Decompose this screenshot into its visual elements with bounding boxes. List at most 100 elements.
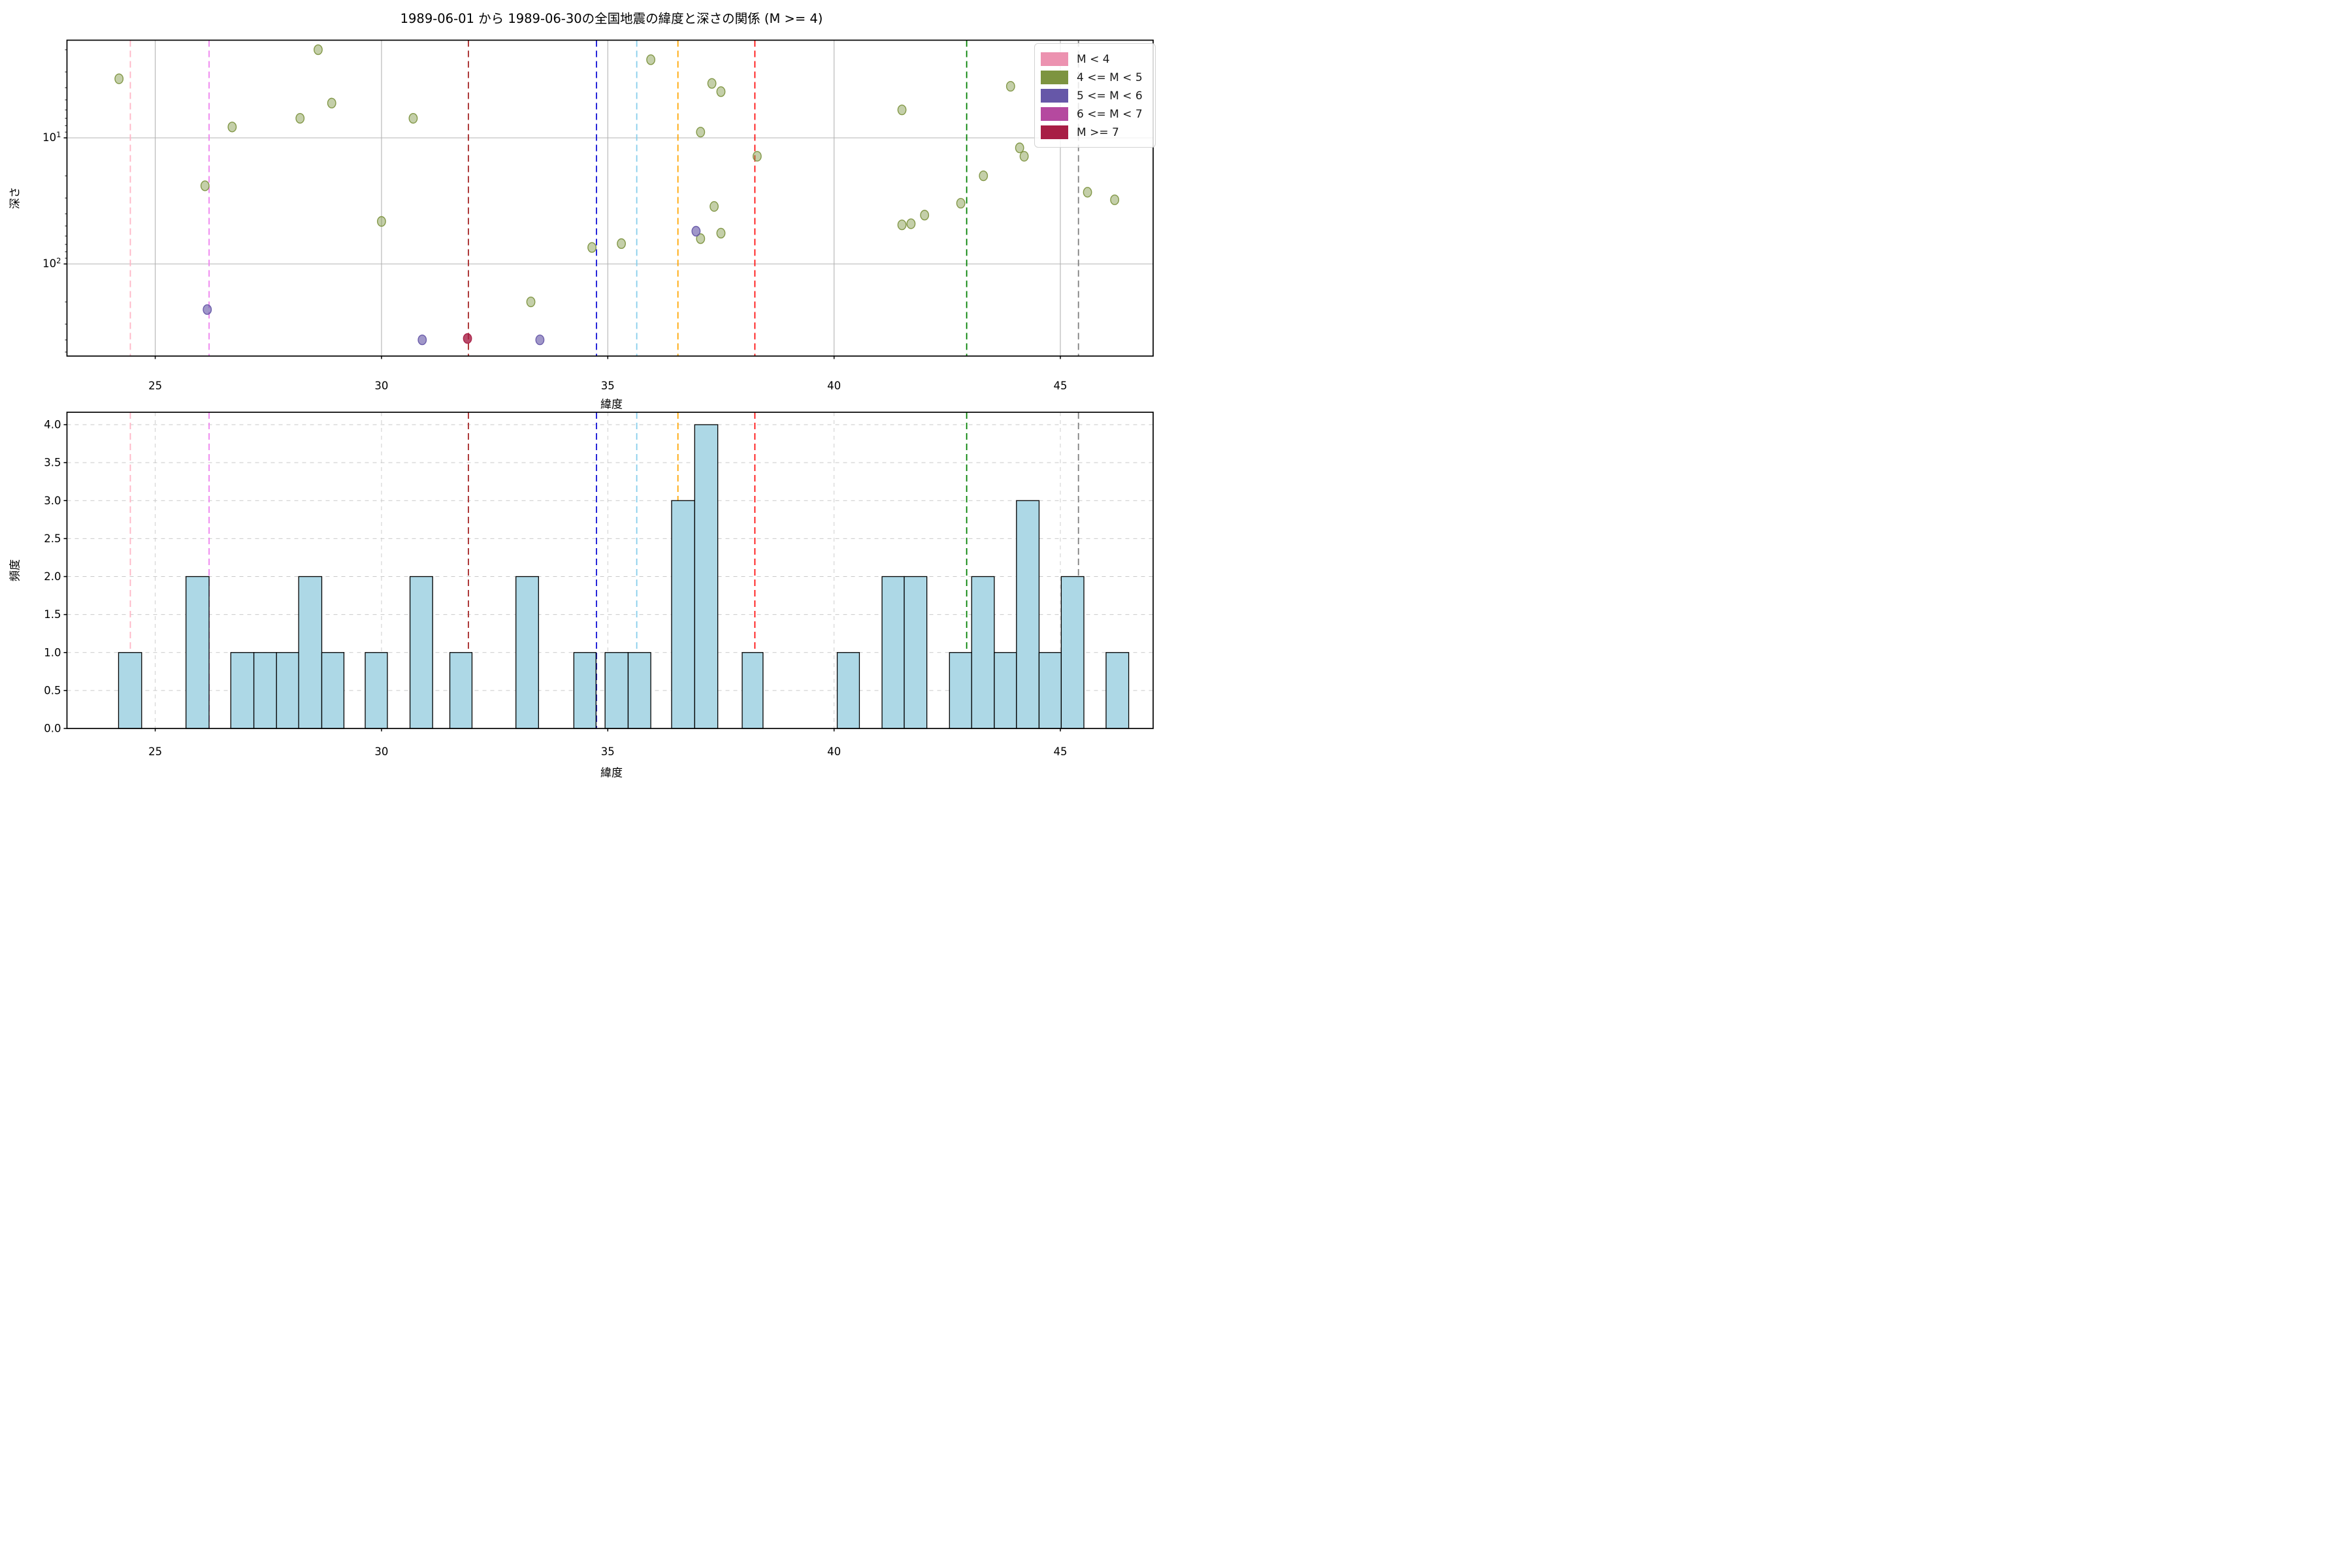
- hist-bar: [573, 652, 596, 729]
- tick-label: 45: [1053, 745, 1067, 758]
- legend-swatch-m-lt-4: [1041, 52, 1068, 66]
- tick-label: 30: [374, 380, 388, 392]
- scatter-point: [979, 170, 988, 182]
- legend-swatch-m-4-5: [1041, 71, 1068, 84]
- legend-label-m-6-7: 6 <= M < 7: [1077, 107, 1143, 121]
- chart-title: 1989-06-01 から 1989-06-30の全国地震の緯度と深さの関係 (…: [400, 11, 823, 26]
- scatter-point: [114, 73, 124, 84]
- legend: M < 4 4 <= M < 5 5 <= M < 6 6 <= M < 7 M…: [1034, 43, 1156, 148]
- hist-bar: [949, 652, 972, 729]
- tick-label: 1.5: [44, 608, 61, 621]
- hist-bar: [627, 652, 651, 729]
- hist-bar: [994, 652, 1017, 729]
- legend-swatch-m-ge-7: [1041, 125, 1068, 139]
- tick-label: 3.5: [44, 457, 61, 469]
- hist-bar: [671, 500, 695, 729]
- hist-bar: [409, 576, 433, 729]
- scatter-point: [1083, 187, 1092, 198]
- scatter-plot-frame: [66, 39, 1154, 357]
- tick-label: 45: [1053, 380, 1067, 392]
- legend-item-m-4-5: 4 <= M < 5: [1041, 69, 1155, 86]
- legend-label-m-4-5: 4 <= M < 5: [1077, 71, 1143, 84]
- tick-label: 40: [827, 745, 841, 758]
- hist-bar: [230, 652, 255, 729]
- tick-label: 30: [374, 745, 388, 758]
- legend-label-m-5-6: 5 <= M < 6: [1077, 89, 1143, 103]
- scatter-point: [1110, 194, 1120, 205]
- hist-bar: [971, 576, 995, 729]
- tick-label: 35: [601, 380, 615, 392]
- hist-bar: [1016, 500, 1040, 729]
- hist-bar: [118, 652, 142, 729]
- tick-label: 2.5: [44, 532, 61, 545]
- scatter-point: [617, 238, 626, 249]
- scatter-point: [227, 122, 237, 133]
- scatter-point: [752, 151, 762, 162]
- tick-label: 3.0: [44, 495, 61, 507]
- scatter-point: [327, 97, 336, 108]
- tick-label: 2.0: [44, 570, 61, 583]
- scatter-point: [956, 197, 966, 209]
- scatter-point: [1019, 151, 1029, 162]
- scatter-point: [408, 113, 418, 124]
- figure: 25 30 35 40 45 101 102 25 30 35 40 45 0.0 0.5 1.0 1.5 2.…: [0, 0, 1176, 784]
- scatter-point: [526, 296, 536, 308]
- scatter-point: [906, 218, 916, 229]
- tick-label: 101: [42, 130, 61, 144]
- tick-label: 102: [42, 256, 61, 270]
- hist-bar: [694, 424, 719, 729]
- tick-label: 25: [148, 745, 162, 758]
- tick-label: 25: [148, 380, 162, 392]
- scatter-point: [200, 180, 210, 191]
- tick-label: 0.0: [44, 723, 61, 735]
- legend-item-m-ge-7: M >= 7: [1041, 124, 1155, 140]
- scatter-point: [377, 216, 386, 227]
- scatter-ylabel: 深さ: [8, 187, 22, 209]
- scatter-point: [203, 304, 212, 315]
- scatter-point: [707, 78, 717, 89]
- scatter-point: [897, 105, 907, 116]
- hist-bar: [904, 576, 928, 729]
- scatter-point: [1015, 142, 1024, 154]
- hist-bar: [298, 576, 323, 729]
- scatter-point: [417, 335, 427, 346]
- hist-bar: [365, 652, 388, 729]
- tick-label: 40: [827, 380, 841, 392]
- legend-swatch-m-6-7: [1041, 107, 1068, 121]
- scatter-point: [716, 227, 726, 238]
- scatter-xlabel: 緯度: [600, 398, 623, 412]
- scatter-point: [897, 220, 907, 231]
- hist-bar: [321, 652, 345, 729]
- scatter-point: [646, 54, 655, 65]
- hist-bar: [1038, 652, 1062, 729]
- legend-label-m-ge-7: M >= 7: [1077, 125, 1119, 139]
- tick-label: 35: [601, 745, 615, 758]
- hist-bar: [449, 652, 473, 729]
- legend-item-m-6-7: 6 <= M < 7: [1041, 106, 1155, 122]
- tick-label: 1.0: [44, 646, 61, 659]
- hist-ylabel: 頻度: [8, 559, 22, 581]
- scatter-point: [535, 335, 545, 346]
- scatter-point: [463, 333, 472, 344]
- hist-bar: [186, 576, 210, 729]
- scatter-point: [710, 201, 719, 212]
- scatter-point: [696, 233, 706, 244]
- scatter-point: [1005, 80, 1015, 92]
- hist-xlabel: 緯度: [600, 766, 623, 780]
- hist-plot-frame: [66, 412, 1154, 729]
- scatter-point: [920, 210, 930, 221]
- hist-bar: [253, 652, 277, 729]
- scatter-point: [295, 113, 305, 124]
- hist-bar: [276, 652, 299, 729]
- hist-bar: [881, 576, 905, 729]
- legend-item-m-lt-4: M < 4: [1041, 51, 1155, 67]
- hist-bar: [604, 652, 629, 729]
- scatter-point: [587, 242, 596, 253]
- hist-bar: [742, 652, 764, 729]
- hist-bar: [515, 576, 539, 729]
- legend-label-m-lt-4: M < 4: [1077, 52, 1110, 66]
- scatter-point: [696, 127, 706, 138]
- tick-label: 4.0: [44, 419, 61, 431]
- tick-label: 0.5: [44, 684, 61, 696]
- legend-swatch-m-5-6: [1041, 89, 1068, 103]
